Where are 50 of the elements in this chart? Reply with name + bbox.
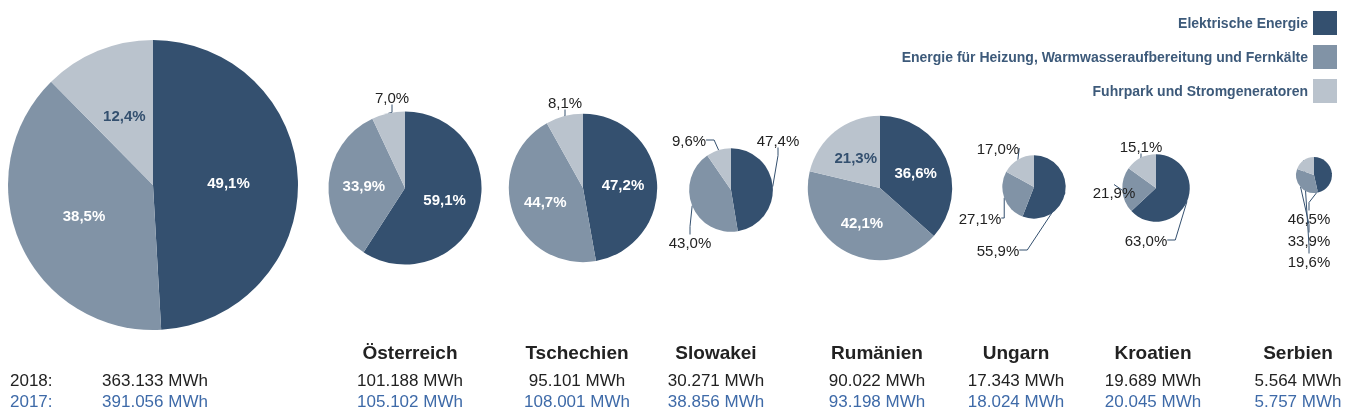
text: Kroatien: [1113, 342, 1193, 364]
text: 105.102 MWh: [356, 392, 464, 412]
legend-label: Elektrische Energie: [1178, 15, 1309, 31]
text: 108.001 MWh: [523, 392, 631, 412]
text: Ungarn: [982, 342, 1050, 363]
text: 30.271 MWh: [666, 371, 766, 391]
data-label: 33,9%: [342, 176, 386, 194]
data-label: 63,0%: [1124, 231, 1168, 249]
text: 101.188 MWh: [356, 371, 464, 391]
text: Österreich: [361, 342, 459, 364]
data-label: 44,7%: [523, 192, 567, 210]
text: 90.022 MWh: [827, 371, 927, 391]
data-label: 55,9%: [976, 241, 1020, 259]
text: 20.045 MWh: [1103, 392, 1203, 412]
text: 38.856 MWh: [666, 392, 766, 412]
text: 5.757 MWh: [1253, 392, 1343, 412]
text: 2018:: [10, 371, 53, 391]
text: 95.101 MWh: [527, 371, 627, 391]
data-label: 21,3%: [834, 148, 878, 166]
data-label: 15,1%: [1119, 137, 1163, 155]
data-label: 27,1%: [958, 209, 1002, 227]
data-label: 43,0%: [668, 233, 712, 251]
legend-label: Energie für Heizung, Warmwasseraufbereitung und Fernkälte: [901, 49, 1309, 65]
data-label: 38,5%: [62, 207, 106, 225]
data-label: 12,4%: [103, 106, 146, 124]
text: Slowakei: [675, 342, 757, 363]
text: 17.343 MWh: [966, 371, 1066, 391]
text: 363.133 MWh: [101, 371, 209, 391]
data-label: 47,2%: [601, 175, 645, 193]
data-label: 7,0%: [374, 88, 410, 106]
text: 391.056 MWh: [101, 392, 209, 412]
data-label: 59,1%: [423, 191, 466, 209]
legend-label: Fuhrpark und Stromgeneratoren: [1092, 83, 1308, 99]
data-label: 36,6%: [894, 163, 937, 181]
text: Rumänien: [830, 342, 924, 364]
data-label: 47,4%: [756, 131, 800, 149]
data-label: 17,0%: [976, 139, 1020, 157]
data-label: 19,6%: [1287, 252, 1331, 270]
data-label: 9,6%: [671, 131, 707, 149]
text: Serbien: [1262, 342, 1334, 364]
text: 5.564 MWh: [1253, 371, 1343, 391]
text: 2017:: [10, 392, 53, 412]
data-label: 49,1%: [207, 174, 250, 192]
text: 18.024 MWh: [966, 392, 1066, 412]
data-label: 8,1%: [547, 93, 583, 111]
data-label: 33,9%: [1287, 231, 1331, 249]
text: 19.689 MWh: [1103, 371, 1203, 391]
data-label: 42,1%: [840, 214, 884, 232]
text: 93.198 MWh: [827, 392, 927, 412]
text: Tschechien: [524, 342, 630, 364]
